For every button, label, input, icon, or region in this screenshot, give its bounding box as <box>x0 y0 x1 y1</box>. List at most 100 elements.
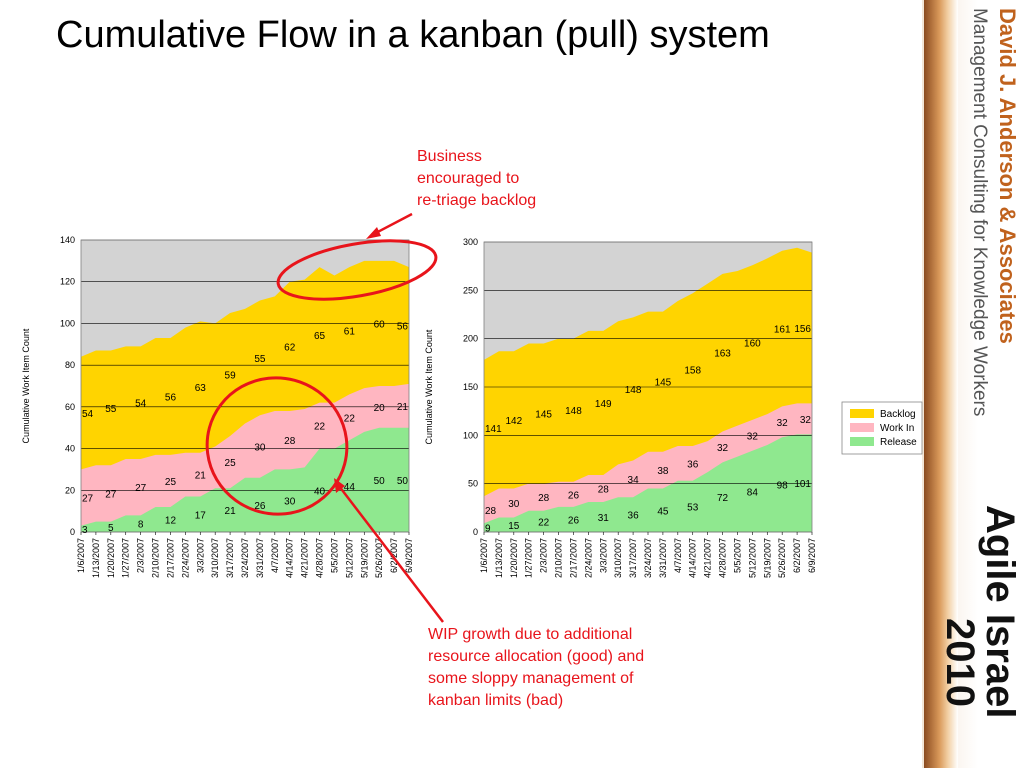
x-tick-label: 3/31/2007 <box>658 538 668 578</box>
x-tick-label: 4/14/2007 <box>688 538 698 578</box>
arrow-line-wip <box>338 485 444 623</box>
y-tick-label: 80 <box>65 360 75 370</box>
x-tick-label: 5/5/2007 <box>732 538 742 573</box>
x-tick-label: 4/28/2007 <box>718 538 728 578</box>
x-tick-label: 3/24/2007 <box>643 538 653 578</box>
y-tick-label: 150 <box>463 382 478 392</box>
data-label-backlog: 56 <box>165 392 177 403</box>
x-tick-label: 3/24/2007 <box>240 538 250 578</box>
data-label-release: 98 <box>777 481 789 492</box>
x-tick-label: 3/17/2007 <box>628 538 638 578</box>
data-label-backlog: 62 <box>284 342 296 353</box>
x-tick-label: 4/21/2007 <box>703 538 713 578</box>
annotation-line: some sloppy management of <box>428 670 634 687</box>
copper-stripe <box>924 0 958 768</box>
data-label-work-in: 32 <box>800 415 812 426</box>
data-label-backlog: 148 <box>625 385 642 396</box>
y-tick-label: 50 <box>468 479 478 489</box>
data-label-backlog: 54 <box>82 409 94 420</box>
annotation-line: Business <box>417 148 482 165</box>
arrow-line-backlog <box>371 212 413 237</box>
x-tick-label: 5/19/2007 <box>762 538 772 578</box>
x-tick-label: 4/21/2007 <box>300 538 310 578</box>
data-label-release: 31 <box>598 513 610 524</box>
slide-title: Cumulative Flow in a kanban (pull) syste… <box>56 14 770 56</box>
data-label-work-in: 36 <box>687 459 699 470</box>
x-tick-label: 1/6/2007 <box>76 538 86 573</box>
annotation-backlog: Business encouraged to re-triage backlog <box>417 146 536 212</box>
data-label-backlog: 160 <box>744 339 761 350</box>
x-tick-label: 3/10/2007 <box>613 538 623 578</box>
y-axis-label: Cumulative Work Item Count <box>21 328 31 443</box>
data-label-backlog: 158 <box>684 366 701 377</box>
x-tick-label: 2/3/2007 <box>136 538 146 573</box>
data-label-backlog: 56 <box>397 322 409 333</box>
x-tick-label: 3/10/2007 <box>210 538 220 578</box>
conference-name: Agile Israel <box>978 505 1022 719</box>
legend-swatch <box>850 423 874 432</box>
x-tick-label: 5/26/2007 <box>777 538 787 578</box>
y-tick-label: 120 <box>60 277 75 287</box>
x-tick-label: 3/3/2007 <box>195 538 205 573</box>
data-label-work-in: 25 <box>225 458 237 469</box>
y-tick-label: 60 <box>65 402 75 412</box>
data-label-work-in: 22 <box>344 413 356 424</box>
data-label-release: 84 <box>747 487 759 498</box>
data-label-backlog: 59 <box>225 371 237 382</box>
annotation-line: WIP growth due to additional <box>428 626 633 643</box>
data-label-release: 9 <box>485 524 491 535</box>
data-label-release: 26 <box>568 515 580 526</box>
data-label-release: 101 <box>794 479 811 490</box>
data-label-backlog: 156 <box>794 324 811 335</box>
data-label-backlog: 55 <box>105 404 117 415</box>
x-tick-label: 5/12/2007 <box>747 538 757 578</box>
y-tick-label: 140 <box>60 235 75 245</box>
y-tick-label: 20 <box>65 485 75 495</box>
data-label-release: 5 <box>108 523 114 534</box>
highlight-ellipse-wip <box>205 376 349 516</box>
data-label-work-in: 32 <box>777 418 789 429</box>
legend-label: Release <box>880 437 917 448</box>
plot-background <box>484 242 812 532</box>
data-label-work-in: 21 <box>195 471 207 482</box>
data-label-release: 45 <box>657 506 669 517</box>
x-tick-label: 2/17/2007 <box>165 538 175 578</box>
legend-swatch <box>850 409 874 418</box>
data-label-backlog: 60 <box>374 319 386 330</box>
area-release <box>81 427 409 532</box>
x-tick-label: 4/7/2007 <box>270 538 280 573</box>
annotation-line: resource allocation (good) and <box>428 648 645 665</box>
plot-border <box>80 239 410 533</box>
x-tick-label: 3/31/2007 <box>255 538 265 578</box>
x-tick-label: 6/9/2007 <box>404 538 414 573</box>
data-label-release: 40 <box>314 486 326 497</box>
x-tick-label: 1/20/2007 <box>106 538 116 578</box>
legend-swatch <box>850 437 874 446</box>
data-label-work-in: 30 <box>254 442 266 453</box>
area-work-in <box>484 403 812 532</box>
x-tick-label: 2/24/2007 <box>180 538 190 578</box>
data-label-backlog: 145 <box>535 410 552 421</box>
data-label-release: 21 <box>225 506 237 517</box>
data-label-work-in: 28 <box>538 493 550 504</box>
x-tick-label: 5/5/2007 <box>329 538 339 573</box>
legend-label: Backlog <box>880 409 916 420</box>
data-label-work-in: 28 <box>598 485 610 496</box>
y-tick-label: 0 <box>473 527 478 537</box>
y-tick-label: 100 <box>463 430 478 440</box>
arrowhead-backlog <box>366 227 381 239</box>
x-tick-label: 2/10/2007 <box>151 538 161 578</box>
data-label-release: 50 <box>374 476 386 487</box>
data-label-release: 26 <box>254 501 266 512</box>
data-label-backlog: 54 <box>135 399 147 410</box>
data-label-work-in: 34 <box>628 475 640 486</box>
legend-label: Work In <box>880 423 914 434</box>
data-label-work-in: 21 <box>397 402 409 413</box>
y-tick-label: 0 <box>70 527 75 537</box>
area-backlog <box>484 247 812 533</box>
company-name: David J. Anderson & Associates <box>995 8 1020 344</box>
x-tick-label: 4/14/2007 <box>285 538 295 578</box>
data-label-release: 44 <box>344 482 356 493</box>
x-tick-label: 1/27/2007 <box>524 538 534 578</box>
data-label-release: 12 <box>165 515 177 526</box>
